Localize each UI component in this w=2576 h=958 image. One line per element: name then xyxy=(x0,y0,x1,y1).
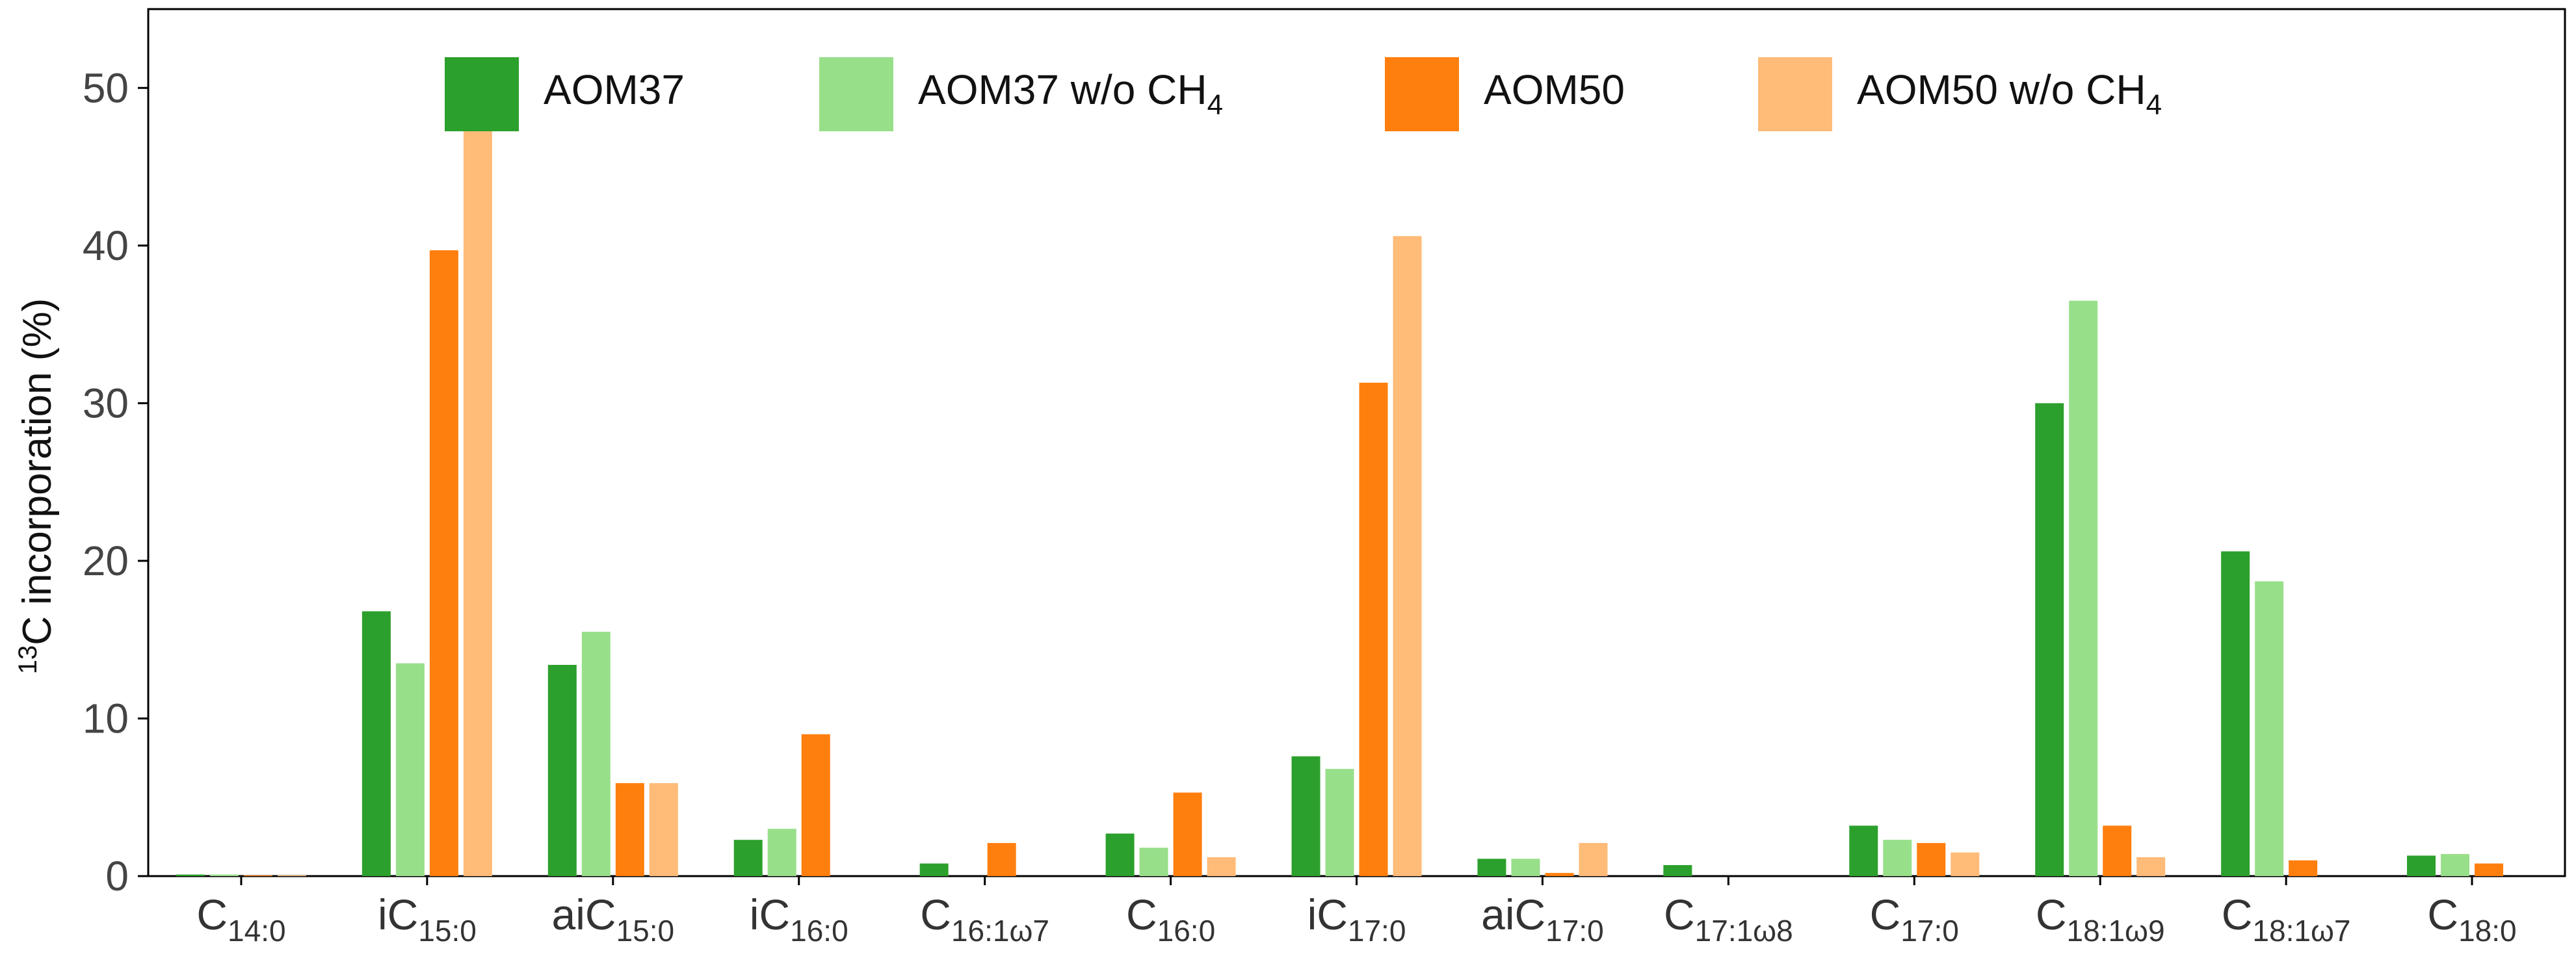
bar xyxy=(1105,833,1135,876)
bar xyxy=(1359,382,1388,876)
x-tick-label: C17:0 xyxy=(1870,890,1959,948)
bar xyxy=(2069,300,2098,876)
y-axis-title-superscript: 13 xyxy=(14,645,42,675)
x-tick-label: iC16:0 xyxy=(750,890,848,948)
y-tick-label: 0 xyxy=(105,853,129,900)
legend-swatch xyxy=(1385,57,1459,131)
bar xyxy=(2103,825,2132,876)
legend-label: AOM50 xyxy=(1484,66,1625,113)
bar xyxy=(395,663,425,876)
legend-label: AOM37 w/o CH4 xyxy=(918,66,1223,121)
bar xyxy=(1207,857,1236,876)
y-tick-label: 10 xyxy=(83,695,129,742)
bar xyxy=(649,783,678,876)
bar xyxy=(1579,843,1608,876)
legend-swatch xyxy=(1758,57,1832,131)
bar xyxy=(2035,403,2064,876)
bar xyxy=(429,250,458,876)
y-tick-label: 30 xyxy=(83,380,129,426)
legend-swatch xyxy=(819,57,893,131)
legend-swatch xyxy=(445,57,519,131)
bar xyxy=(2475,863,2504,876)
x-axis: C14:0 iC15:0 aiC15:0 iC16:0 C16:1ω7 C16:0 iC17… xyxy=(196,876,2517,948)
bar xyxy=(919,863,949,876)
x-tick-label: C18:1ω9 xyxy=(2036,890,2165,948)
bar xyxy=(2407,855,2436,876)
y-tick-label: 20 xyxy=(83,537,129,584)
bar xyxy=(1849,825,1878,876)
bar xyxy=(581,632,611,876)
x-tick-label: iC17:0 xyxy=(1308,890,1406,948)
bar xyxy=(361,611,391,876)
bar xyxy=(277,875,306,876)
y-axis-title: 13C incorporation (%) xyxy=(14,298,60,675)
bar xyxy=(1883,840,1912,876)
legend: AOM37 AOM37 w/o CH4 AOM50 AOM50 w/o CH4 xyxy=(445,57,2162,131)
bar xyxy=(1393,236,1422,876)
bar xyxy=(733,840,763,876)
bar xyxy=(2136,857,2166,876)
bars xyxy=(176,119,2504,876)
bar xyxy=(243,875,272,876)
y-axis-title-text: C incorporation (%) xyxy=(15,298,60,645)
bar xyxy=(615,783,644,876)
x-tick-label: C18:1ω7 xyxy=(2222,890,2351,948)
x-tick-label: C17:1ω8 xyxy=(1664,890,1793,948)
x-tick-label: aiC17:0 xyxy=(1481,890,1604,948)
legend-item: AOM50 w/o CH4 xyxy=(1758,57,2162,131)
bar xyxy=(2255,581,2284,876)
bar xyxy=(1917,843,1946,876)
y-tick-label: 40 xyxy=(83,222,129,269)
bar xyxy=(2441,854,2470,876)
bar xyxy=(1477,859,1506,876)
bar xyxy=(987,843,1016,876)
bar xyxy=(463,119,492,876)
bar xyxy=(2289,860,2318,876)
plot-border xyxy=(147,8,2566,877)
bar xyxy=(1173,792,1202,876)
y-tick-label: 50 xyxy=(83,64,129,111)
x-tick-label: C16:0 xyxy=(1126,890,1215,948)
x-tick-label: aiC15:0 xyxy=(552,890,675,948)
bar xyxy=(1139,848,1168,876)
bar xyxy=(176,874,205,876)
legend-item: AOM37 xyxy=(445,57,685,131)
legend-label: AOM50 w/o CH4 xyxy=(1857,66,2162,121)
bar xyxy=(547,664,577,876)
bar xyxy=(1545,873,1574,876)
bar xyxy=(1951,852,1980,876)
bar xyxy=(1291,756,1321,876)
x-tick-label: iC15:0 xyxy=(378,890,477,948)
bar xyxy=(767,829,796,876)
bar xyxy=(209,874,239,876)
legend-item: AOM50 xyxy=(1385,57,1625,131)
x-tick-label: C16:1ω7 xyxy=(920,890,1049,948)
bar xyxy=(1325,769,1354,876)
bar xyxy=(2221,551,2250,876)
x-tick-label: C18:0 xyxy=(2427,890,2516,948)
bar xyxy=(1663,865,1692,876)
plot-frame xyxy=(147,8,2566,877)
y-axis: 0 10 20 30 40 50 xyxy=(83,64,148,900)
bar xyxy=(801,734,830,876)
bar xyxy=(1511,859,1540,876)
legend-item: AOM37 w/o CH4 xyxy=(819,57,1223,131)
x-tick-label: C14:0 xyxy=(196,890,285,948)
legend-label: AOM37 xyxy=(544,66,685,113)
